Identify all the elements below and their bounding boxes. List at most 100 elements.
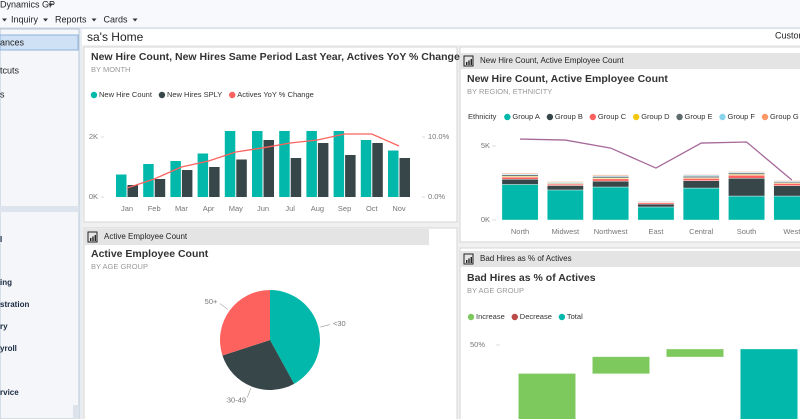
sidebar-item[interactable]: ry xyxy=(0,322,8,331)
sidebar-selected xyxy=(0,34,79,51)
pie-slice xyxy=(270,290,321,384)
legend-marker xyxy=(719,113,726,121)
chart-title: New Hire Count, Active Employee Count xyxy=(467,73,668,85)
legend-marker xyxy=(229,91,236,99)
slice-label: 30-49 xyxy=(227,395,246,404)
legend-marker xyxy=(504,113,511,121)
legend-marker xyxy=(546,113,554,121)
panel-icon xyxy=(92,236,94,241)
panel-icon xyxy=(463,55,474,67)
leader-line xyxy=(246,388,252,398)
legend-label: Decrease xyxy=(520,312,552,321)
chart-title: Bad Hires as % of Actives xyxy=(467,272,596,284)
bar xyxy=(170,161,181,197)
bar-segment xyxy=(773,183,800,186)
menu-item[interactable]: Reports xyxy=(55,14,87,24)
legend-title: Ethnicity xyxy=(468,112,497,121)
chart-subtitle: BY AGE GROUP xyxy=(467,286,524,295)
waterfall-total xyxy=(740,349,798,419)
legend-label: Group B xyxy=(555,112,583,121)
line-series xyxy=(126,133,400,189)
menu-item[interactable]: Inquiry xyxy=(11,14,39,24)
bar xyxy=(209,167,220,197)
menu-item[interactable]: Cards xyxy=(104,14,129,24)
dropdown-arrow xyxy=(2,18,7,22)
x-tick-label: Oct xyxy=(366,204,379,213)
legend-marker xyxy=(90,91,98,99)
legend-label: Group F xyxy=(727,112,755,121)
bar xyxy=(116,174,127,197)
panel-icon xyxy=(466,260,468,263)
legend-marker xyxy=(632,113,640,121)
bar-segment xyxy=(637,202,675,205)
panel-header-title: New Hire Count, Active Employee Count xyxy=(480,56,624,65)
leader-line xyxy=(320,324,331,328)
panel-icon xyxy=(87,231,98,243)
menu-bar xyxy=(0,0,800,28)
y-tick-label: 0K xyxy=(481,215,490,224)
x-tick-label: East xyxy=(648,227,664,236)
pie-slice xyxy=(222,340,295,390)
sidebar-item[interactable]: s xyxy=(0,89,5,99)
panel-icon xyxy=(470,257,472,263)
x-tick-label: Jul xyxy=(285,204,295,213)
scrollbar xyxy=(73,405,79,419)
panel-header-title: Bad Hires as % of Actives xyxy=(480,254,572,263)
panel-icon xyxy=(468,60,470,65)
legend-marker xyxy=(761,113,769,121)
sidebar-splitter xyxy=(0,206,79,212)
sidebar-item[interactable]: ances xyxy=(0,37,25,47)
y2-tick-label: 0.0% xyxy=(428,192,445,201)
legend-label: Increase xyxy=(476,312,505,321)
bar xyxy=(252,131,263,197)
legend-label: Group C xyxy=(598,112,627,121)
dropdown-arrow xyxy=(48,3,53,7)
waterfall-bar xyxy=(666,349,724,357)
legend-marker xyxy=(589,113,597,121)
y-tick-label: 0K xyxy=(89,192,98,201)
bar-segment xyxy=(592,180,629,188)
bar xyxy=(306,131,317,197)
bar-segment xyxy=(637,203,675,208)
bar-segment xyxy=(547,189,584,221)
page-title: sa's Home xyxy=(87,30,144,44)
x-tick-label: Mar xyxy=(175,204,188,213)
line-series xyxy=(520,138,793,181)
legend-label: Actives YoY % Change xyxy=(237,90,314,99)
x-tick-label: Northwest xyxy=(594,227,629,236)
dashboard-header xyxy=(82,29,800,45)
customize-link[interactable]: Custom xyxy=(775,30,800,40)
panel-header xyxy=(460,53,800,69)
bar-segment xyxy=(773,195,800,221)
sidebar-item[interactable]: ing xyxy=(0,278,12,287)
sidebar-item[interactable]: rvice xyxy=(0,388,19,397)
legend-label: Group A xyxy=(512,112,540,121)
panel-header-title: Active Employee Count xyxy=(104,232,188,241)
bar-segment xyxy=(682,174,720,176)
x-tick-label: Apr xyxy=(203,204,215,213)
bar-segment xyxy=(501,174,539,177)
bar-segment xyxy=(592,178,629,182)
legend-marker xyxy=(158,91,166,99)
legend-label: New Hire Count xyxy=(99,90,153,99)
sidebar-item[interactable]: l xyxy=(0,235,2,244)
bar xyxy=(290,158,302,197)
bar xyxy=(127,185,138,197)
legend-marker xyxy=(511,313,518,321)
sidebar-item[interactable]: tcuts xyxy=(0,65,20,75)
sidebar-item[interactable]: yroll xyxy=(0,344,17,353)
chart-subtitle: BY AGE GROUP xyxy=(91,262,148,271)
bar xyxy=(345,155,356,197)
bar-segment xyxy=(547,185,584,191)
waterfall-bar xyxy=(518,373,576,419)
app-title: Dynamics GP xyxy=(0,0,55,9)
dropdown-arrow xyxy=(43,18,49,22)
bar-segment xyxy=(592,186,629,221)
sidebar-item[interactable]: stration xyxy=(0,300,29,309)
legend-label: Group D xyxy=(641,112,670,121)
slice-label: <30 xyxy=(333,319,346,328)
y-tick-label: 5K xyxy=(481,141,490,150)
bar xyxy=(154,179,166,197)
panel-icon xyxy=(468,258,470,263)
x-tick-label: Sep xyxy=(338,204,351,213)
